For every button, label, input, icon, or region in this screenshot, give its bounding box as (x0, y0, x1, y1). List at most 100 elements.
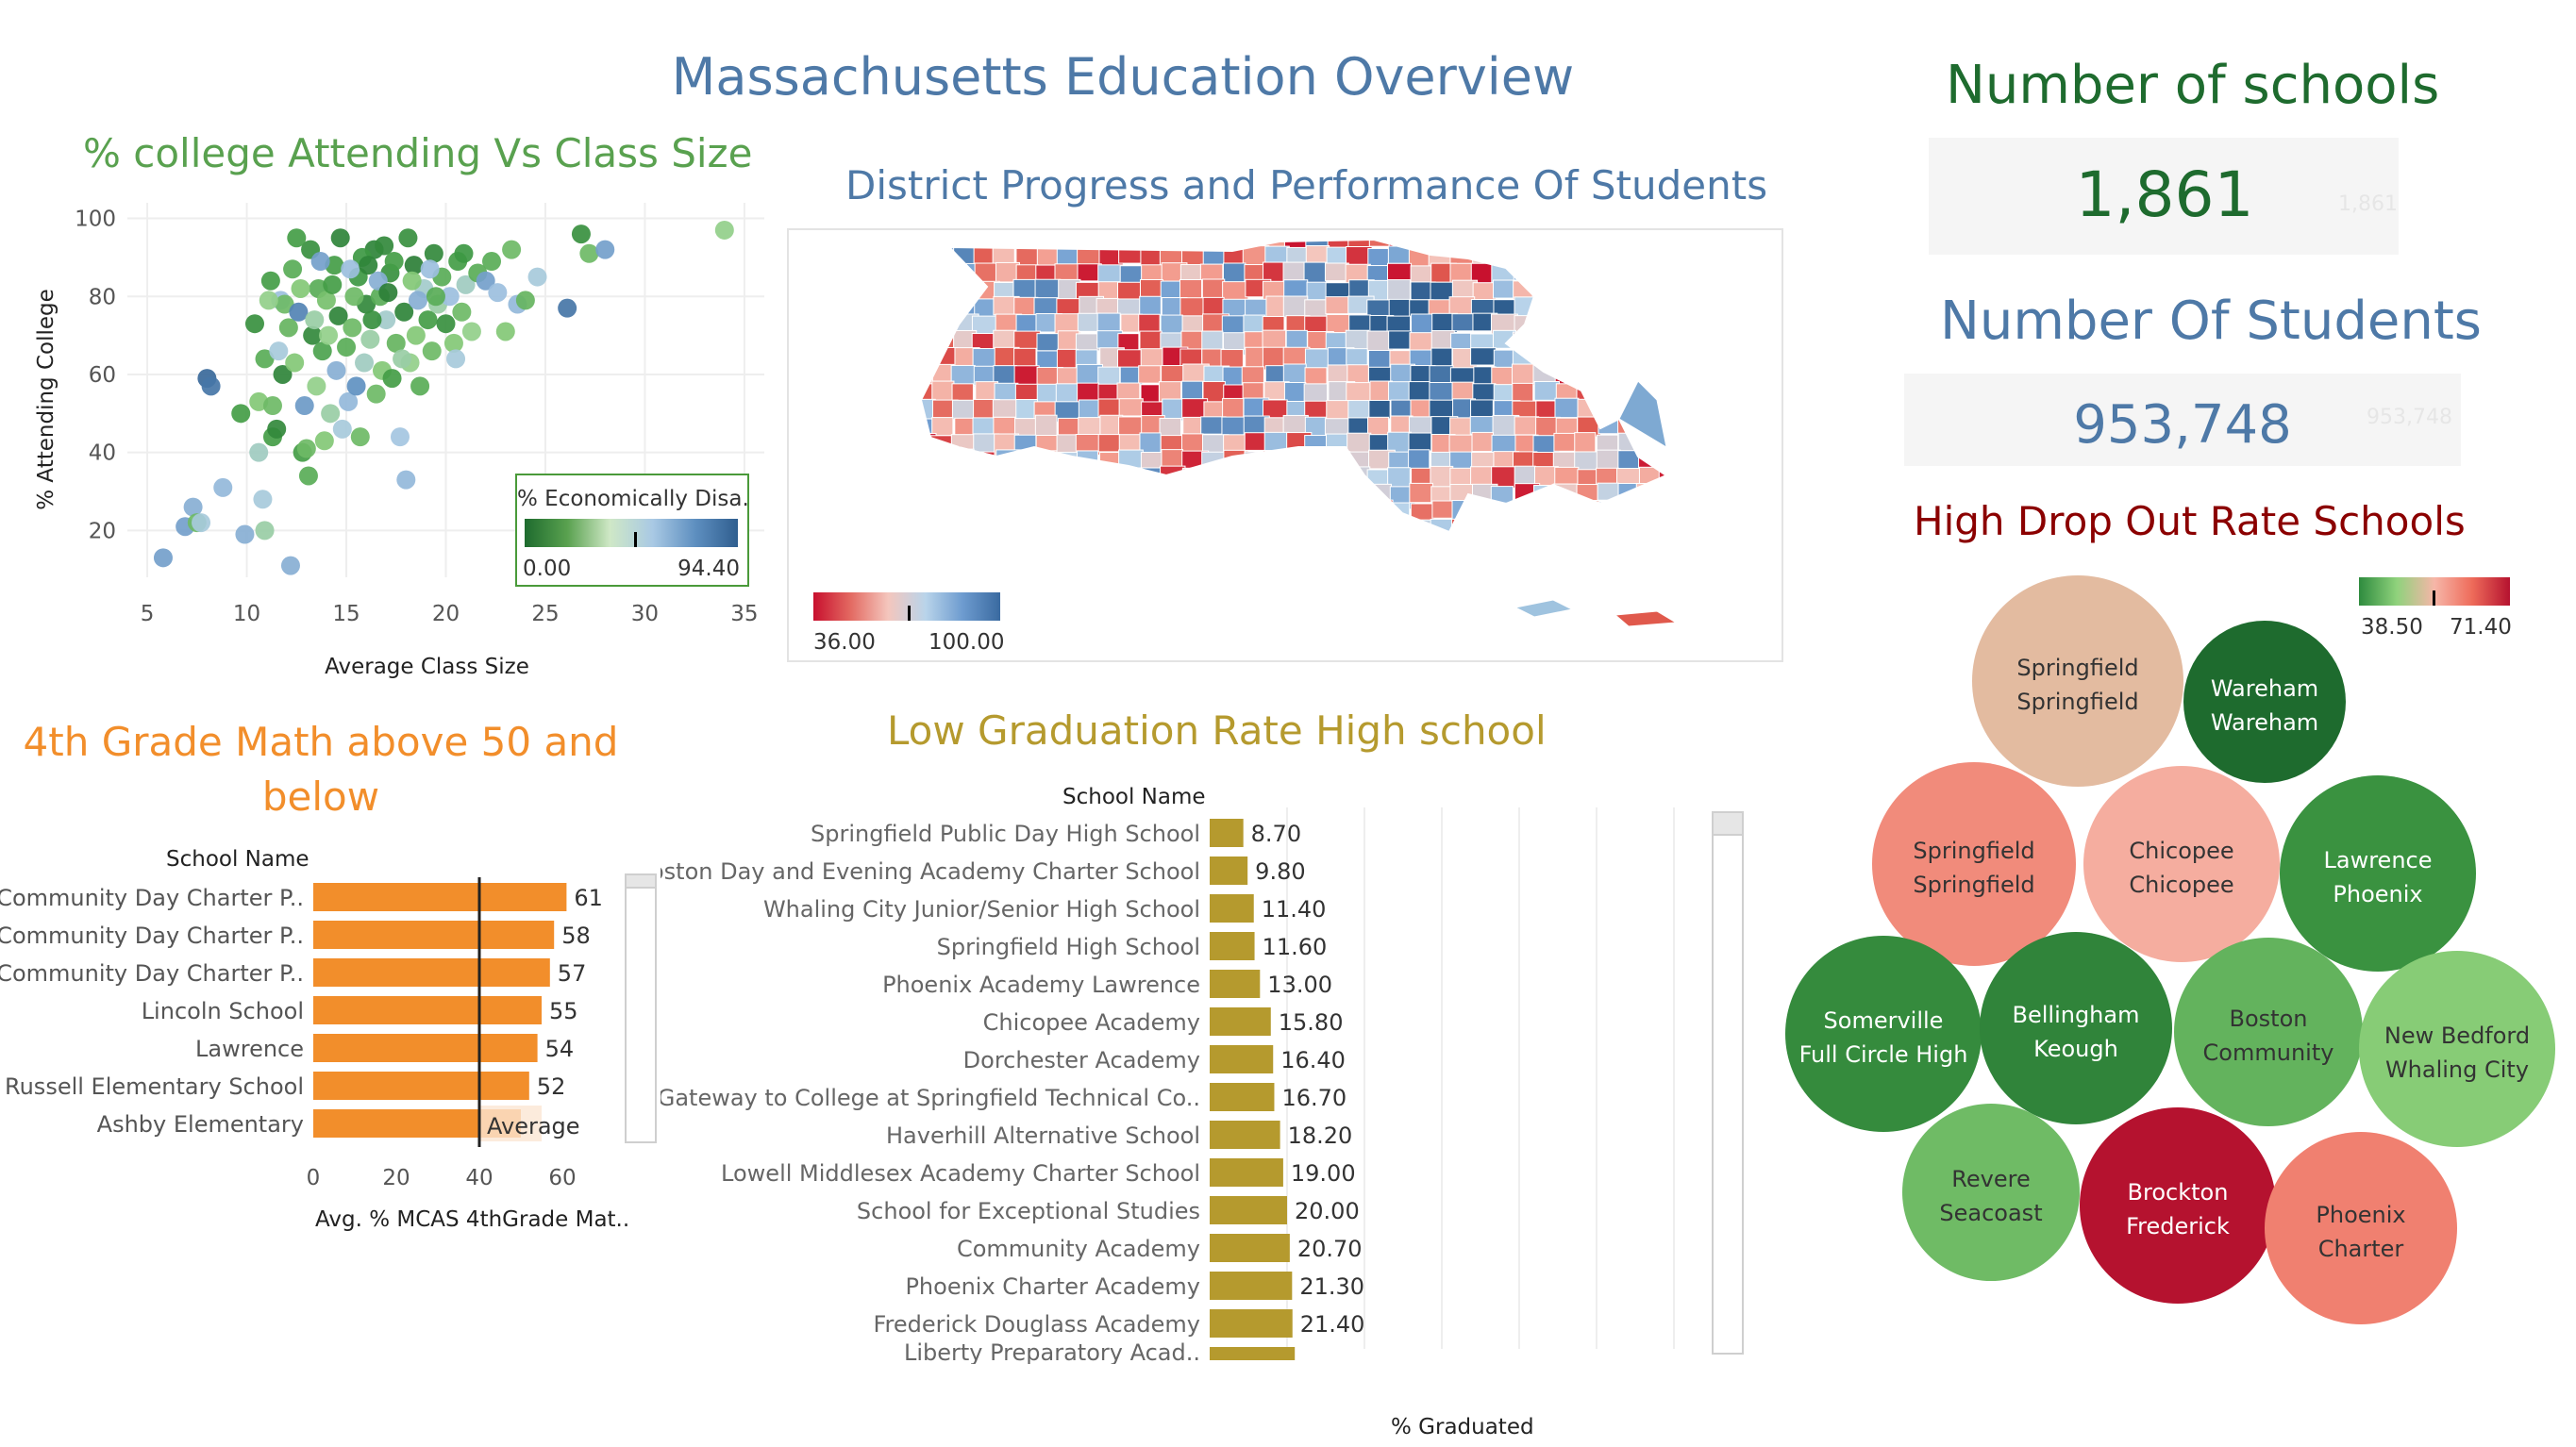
graduation-column-header: School Name (1062, 785, 1206, 809)
map-district (1614, 264, 1638, 283)
map-district (1617, 280, 1642, 302)
marthas-vineyard (1514, 599, 1574, 618)
scatter-point (259, 291, 278, 310)
dropout-bubble-line1: Chicopee (2129, 838, 2233, 864)
scatter-point (488, 283, 508, 303)
map-district (1138, 313, 1161, 333)
scatter-point (253, 490, 273, 509)
scatter-point (362, 310, 382, 330)
graduation-bar-chart[interactable]: 020406080100120Springfield Public Day Hi… (661, 807, 1774, 1411)
map-district (1451, 535, 1475, 557)
math-data-label: 54 (545, 1036, 575, 1062)
map-district (1554, 295, 1580, 319)
map-district (1637, 516, 1662, 532)
scatter-x-axis-label: Average Class Size (325, 655, 529, 679)
scatter-point (213, 477, 233, 497)
map-district (1141, 538, 1166, 559)
map-district (931, 417, 954, 437)
scatter-point (461, 322, 481, 341)
map-district (1202, 246, 1226, 266)
map-district (1387, 279, 1411, 301)
map-district (1574, 349, 1597, 372)
map-district (1659, 449, 1666, 471)
map-district (1117, 281, 1144, 300)
map-frame[interactable]: 36.00 100.00 (787, 228, 1783, 662)
map-district (1556, 348, 1579, 372)
map-district (1120, 484, 1144, 505)
map-district (1614, 245, 1638, 266)
map-district (1596, 312, 1623, 333)
map-district (921, 383, 935, 402)
scatter-point (378, 283, 398, 303)
scatter-point (231, 404, 251, 424)
math-bar-chart[interactable]: Community Day Charter P.. 61 Community Day… (0, 868, 679, 1245)
math-scrollbar-thumb[interactable] (627, 875, 655, 889)
dropout-bubble (1902, 1104, 2080, 1281)
scatter-point (343, 318, 362, 338)
map-district (1346, 382, 1371, 403)
scatter-y-tick: 20 (89, 519, 116, 543)
map-district (1057, 469, 1083, 491)
scatter-chart[interactable]: 5 10 15 20 25 30 35 20 40 60 80 100 Average Class Si… (19, 189, 774, 689)
map-district (974, 240, 999, 250)
scatter-point (332, 419, 352, 439)
map-district (1140, 348, 1165, 369)
math-data-label: 58 (561, 923, 591, 949)
grad-bar (1210, 932, 1255, 960)
scatter-point (454, 243, 474, 263)
grad-data-label: 16.40 (1280, 1047, 1346, 1073)
map-district (1016, 450, 1040, 473)
map-district (1036, 501, 1060, 524)
map-district (921, 347, 936, 368)
map-district (1159, 240, 1184, 250)
scatter-point (350, 427, 370, 447)
scatter-point (283, 259, 303, 279)
map-district (921, 315, 937, 339)
graduation-scrollbar-thumb[interactable] (1714, 813, 1742, 836)
scatter-point (328, 306, 348, 325)
map-district (1555, 330, 1583, 353)
dropout-bubble-line2: Charter (2318, 1236, 2404, 1262)
grad-bar (1210, 1196, 1287, 1224)
grad-category-label: Gateway to College at Springfield Techni… (661, 1085, 1200, 1111)
map-district (1534, 264, 1561, 283)
map-district (1078, 502, 1103, 525)
dropout-bubble (1980, 932, 2172, 1124)
map-district (1408, 449, 1430, 471)
math-x-tick: 60 (548, 1166, 576, 1190)
scatter-point (289, 302, 309, 322)
graduation-scrollbar[interactable] (1712, 811, 1744, 1355)
map-legend-min: 36.00 (813, 630, 876, 655)
map-district (1407, 240, 1432, 248)
map-district (1242, 485, 1265, 505)
map-district (1179, 297, 1207, 319)
map-district (1119, 467, 1146, 489)
map-district (1658, 264, 1666, 286)
map-district (1097, 264, 1124, 283)
grad-bar (1210, 1083, 1275, 1111)
map-district (1180, 485, 1206, 508)
map-district (1181, 537, 1208, 557)
dropout-bubble-chart[interactable]: Springfield Springfield Wareham Wareham Spri… (1774, 566, 2567, 1339)
map-district (1512, 520, 1535, 532)
grad-partial-row-label: Liberty Preparatory Acad.. (904, 1339, 1200, 1366)
map-district (1408, 432, 1432, 452)
scatter-point (443, 333, 463, 353)
map-district (1660, 485, 1666, 507)
scatter-point (287, 228, 307, 248)
dropout-bubble (1872, 762, 2076, 966)
map-district (1368, 399, 1391, 420)
map-district (1574, 364, 1599, 387)
map-district (1491, 434, 1517, 453)
map-district (1659, 384, 1666, 407)
grad-data-label: 11.60 (1263, 934, 1328, 960)
map-district (1326, 433, 1348, 457)
math-x-tick: 40 (465, 1166, 493, 1190)
map-district (1573, 313, 1597, 336)
dropout-bubble (1785, 936, 1982, 1132)
map-district (1432, 536, 1458, 553)
math-scrollbar[interactable] (625, 873, 657, 1143)
massachusetts-map[interactable] (789, 230, 1781, 660)
scatter-y-axis-label: % Attending College (34, 289, 59, 510)
dropout-bubble (2083, 766, 2280, 962)
